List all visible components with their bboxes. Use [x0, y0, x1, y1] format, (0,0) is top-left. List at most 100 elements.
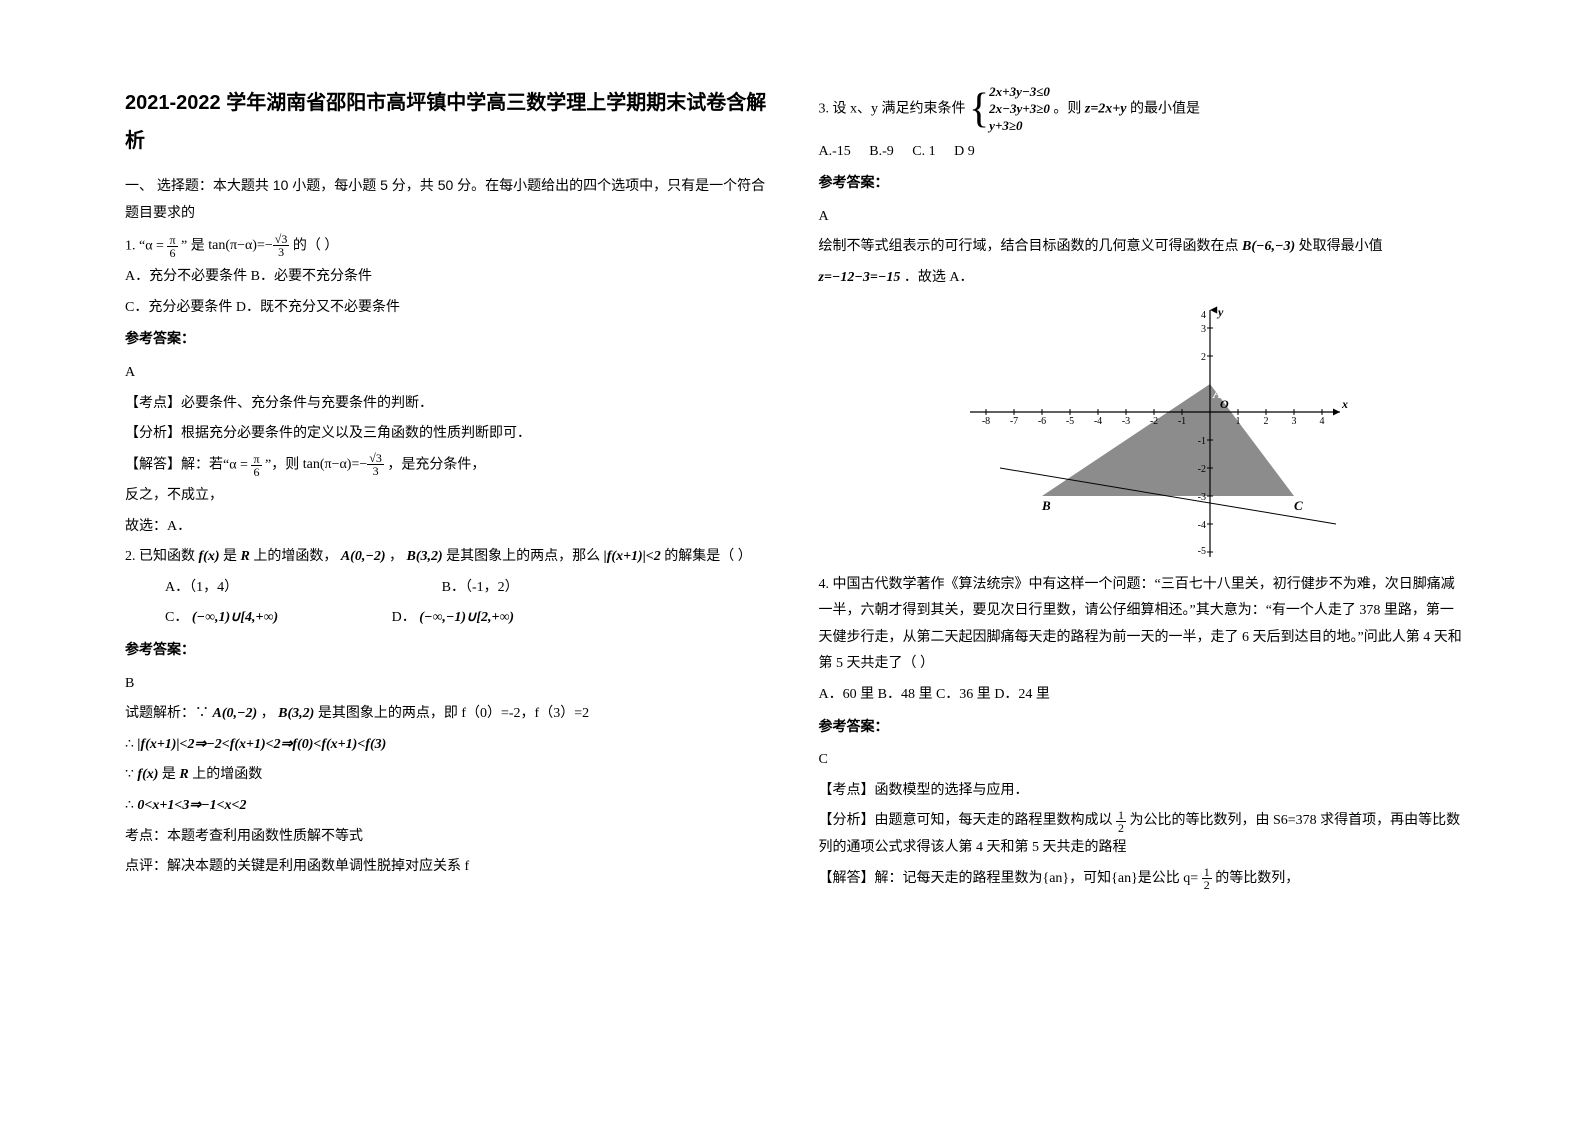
svg-text:-5: -5: [1066, 416, 1074, 427]
q4-optD: D．24 里: [994, 687, 1050, 702]
q2-optC-pre: C．: [165, 610, 188, 625]
q4-analysis3: 【解答】解：记每天走的路程里数为{an}，可知{an}是公比 q= 12 的等比…: [819, 866, 1463, 893]
svg-text:-5: -5: [1198, 546, 1206, 557]
svg-text:-2: -2: [1150, 416, 1158, 427]
svg-text:-1: -1: [1178, 416, 1186, 427]
q1-answer-label: 参考答案：: [125, 327, 769, 354]
q3-optC: C. 1: [912, 144, 935, 159]
q2-s2-math: |f(x+1)|<2⇒−2<f(x+1)<2⇒f(0)<f(x+1)<f(3): [137, 737, 386, 752]
q3-c3: y+3≥0: [989, 118, 1050, 135]
q2-note1: 考点：本题考查利用函数性质解不等式: [125, 824, 769, 851]
q3-answer: A: [819, 204, 1463, 231]
q2-options-row1: A．（1，4） B．（-1，2）: [125, 575, 769, 602]
q2-s1-A: A(0,−2): [213, 706, 258, 721]
right-column: 3. 设 x、y 满足约束条件 { 2x+3y−3≤0 2x−3y+3≥0 y+…: [794, 80, 1488, 1072]
exam-title: 2021-2022 学年湖南省邵阳市高坪镇中学高三数学理上学期期末试卷含解析: [125, 84, 769, 160]
svg-text:-4: -4: [1198, 520, 1206, 531]
q3-pre: 3. 设 x、y 满足约束条件: [819, 102, 966, 117]
svg-text:3: 3: [1201, 324, 1206, 335]
q2-optC-math: (−∞,1)∪[4,+∞): [192, 610, 278, 625]
q4-answer-label: 参考答案：: [819, 715, 1463, 742]
q1-a3-pre: 【解答】解：若“α =: [125, 457, 248, 472]
svg-text:-1: -1: [1198, 436, 1206, 447]
q3-c1: 2x+3y−3≤0: [989, 84, 1050, 101]
q1-options-row1: A．充分不必要条件 B．必要不充分条件: [125, 264, 769, 291]
q2-sol2: ∴ |f(x+1)|<2⇒−2<f(x+1)<2⇒f(0)<f(x+1)<f(3…: [125, 732, 769, 759]
svg-text:2: 2: [1264, 416, 1269, 427]
q2-s3-fx: f(x): [137, 767, 158, 782]
q1-stem: 1. “α = π6 ” 是 tan(π−α)=−√33 的（ ）: [125, 233, 769, 260]
q4-a3-post: 的等比数列，: [1215, 871, 1299, 886]
q4-optC: C．36 里: [936, 687, 991, 702]
q4-stem: 4. 中国古代数学著作《算法统宗》中有这样一个问题：“三百七十八里关，初行健步不…: [819, 572, 1463, 678]
q2-optB: B．（-1，2）: [442, 580, 519, 595]
svg-text:-6: -6: [1038, 416, 1046, 427]
q2-sol3: ∵ f(x) 是 R 上的增函数: [125, 762, 769, 789]
q1-a3-mid: ”，则: [265, 457, 299, 472]
q3-optD: D 9: [954, 144, 975, 159]
q4-options: A．60 里 B．48 里 C．36 里 D．24 里: [819, 682, 1463, 709]
q2-s3-post: 上的增函数: [192, 767, 262, 782]
q2-optC: C． (−∞,1)∪[4,+∞): [165, 610, 282, 625]
q3-sol1: 绘制不等式组表示的可行域，结合目标函数的几何意义可得函数在点 B(−6,−3) …: [819, 234, 1463, 261]
q3-mid: 。则: [1053, 102, 1081, 117]
q1-optD: D．既不充分又不必要条件: [236, 300, 400, 315]
left-column: 2021-2022 学年湖南省邵阳市高坪镇中学高三数学理上学期期末试卷含解析 一…: [100, 80, 794, 1072]
svg-text:-3: -3: [1198, 492, 1206, 503]
q3-s1-pre: 绘制不等式组表示的可行域，结合目标函数的几何意义可得函数在点: [819, 239, 1239, 254]
q4-optA: A．60 里: [819, 687, 875, 702]
point-A-label: A: [1212, 386, 1222, 401]
svg-text:-4: -4: [1094, 416, 1102, 427]
svg-text:-7: -7: [1010, 416, 1018, 427]
q3-s1-post: 处取得最小值: [1299, 239, 1383, 254]
q2-s1-mid: ，: [261, 706, 275, 721]
q2-s4-math: 0<x+1<3⇒−1<x<2: [137, 798, 246, 813]
q1-optB: B．必要不充分条件: [251, 269, 372, 284]
q2-s3-R: R: [179, 767, 188, 782]
q2-A: A(0,−2): [341, 549, 386, 564]
pi-over-6-b-icon: π6: [251, 453, 261, 478]
q3-optB: B.-9: [869, 144, 894, 159]
q3-answer-label: 参考答案：: [819, 171, 1463, 198]
q2-m1: 是: [223, 549, 237, 564]
q2-m4: 是其图象上的两点，那么: [446, 549, 600, 564]
q1-analysis5: 故选：A．: [125, 514, 769, 541]
q1-a3-post: ，是充分条件，: [387, 457, 485, 472]
q2-B: B(3,2): [407, 549, 443, 564]
q4-a2-pre: 【分析】由题意可知，每天走的路程里数构成以: [819, 813, 1113, 828]
q1-suffix: 的（ ）: [293, 239, 339, 254]
q3-options: A.-15 B.-9 C. 1 D 9: [819, 139, 1463, 166]
q2-post: 的解集是（ ）: [664, 549, 752, 564]
x-ticks: -8-7-6 -5-4-3 -2-1 1234: [982, 416, 1325, 427]
q2-options-row2: C． (−∞,1)∪[4,+∞) D． (−∞,−1)∪[2,+∞): [125, 605, 769, 632]
svg-text:4: 4: [1201, 310, 1206, 321]
q3-s2-post: ．故选 A．: [904, 270, 974, 285]
q1-answer: A: [125, 360, 769, 387]
q2-R: R: [241, 549, 250, 564]
svg-text:2: 2: [1201, 352, 1206, 363]
tan-expr: tan(π−α)=−√33: [208, 233, 289, 260]
q2-s2-pre: ∴: [125, 737, 134, 752]
q2-s1-pre: 试题解析：∵: [125, 706, 209, 721]
left-brace-icon: {: [969, 88, 989, 130]
constraint-block: { 2x+3y−3≤0 2x−3y+3≥0 y+3≥0: [969, 84, 1050, 135]
q1-optC: C．充分必要条件: [125, 300, 232, 315]
q3-optA: A.-15: [819, 144, 851, 159]
q2-note2: 点评：解决本题的关键是利用函数单调性脱掉对应关系 f: [125, 854, 769, 881]
q3-post: 的最小值是: [1130, 102, 1200, 117]
half-frac-a-icon: 12: [1116, 809, 1126, 834]
q4-optB: B．48 里: [878, 687, 933, 702]
q2-stem: 2. 已知函数 f(x) 是 R 上的增函数， A(0,−2) ， B(3,2)…: [125, 544, 769, 571]
q1-analysis3: 【解答】解：若“α = π6 ”，则 tan(π−α)=−√33 ，是充分条件，: [125, 452, 769, 479]
q2-sol1: 试题解析：∵ A(0,−2) ， B(3,2) 是其图象上的两点，即 f（0）=…: [125, 701, 769, 728]
q2-optD-pre: D．: [392, 610, 416, 625]
point-C-label: C: [1294, 498, 1303, 513]
q1-analysis1: 【考点】必要条件、充分条件与充要条件的判断．: [125, 391, 769, 418]
constraint-lines: 2x+3y−3≤0 2x−3y+3≥0 y+3≥0: [989, 84, 1050, 135]
q4-analysis2: 【分析】由题意可知，每天走的路程里数构成以 12 为公比的等比数列，由 S6=3…: [819, 808, 1463, 861]
q2-sol4: ∴ 0<x+1<3⇒−1<x<2: [125, 793, 769, 820]
point-B-label: B: [1041, 498, 1051, 513]
q2-optA: A．（1，4）: [165, 580, 238, 595]
tan-expr-b: tan(π−α)=−√33: [303, 452, 384, 479]
q2-answer: B: [125, 671, 769, 698]
